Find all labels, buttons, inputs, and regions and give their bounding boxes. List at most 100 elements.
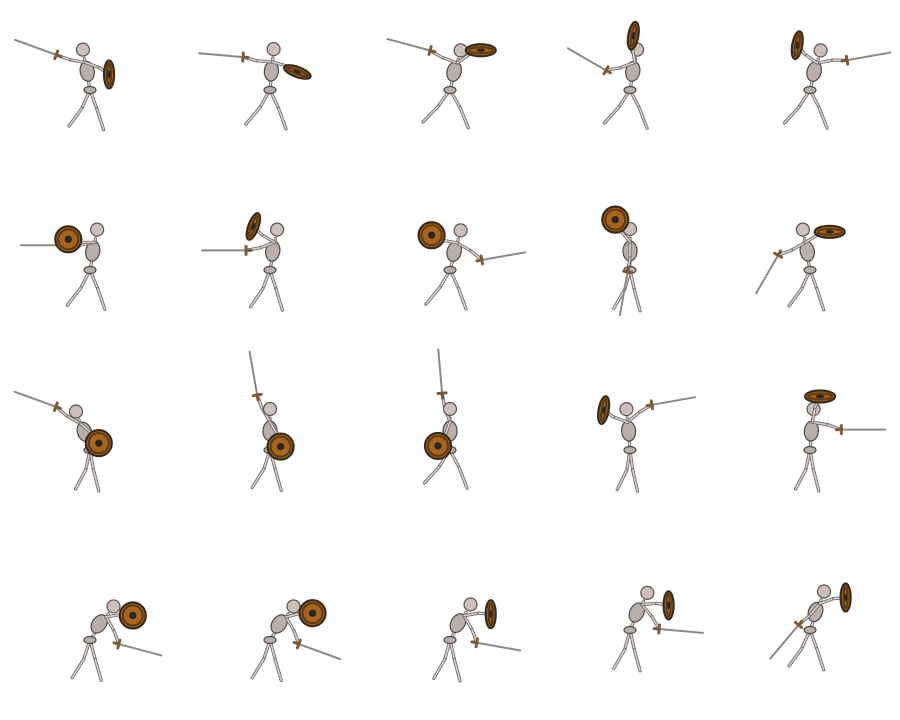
sword-grip	[54, 53, 63, 59]
sword-blade	[618, 270, 629, 317]
skeleton-figure	[201, 212, 285, 312]
shield-rim	[599, 398, 608, 422]
sword-blade	[198, 52, 244, 59]
shield-rim	[57, 228, 80, 251]
skeleton-figure	[13, 390, 113, 493]
sword-blade	[13, 390, 57, 408]
shield	[484, 599, 497, 630]
sword-grip	[470, 640, 479, 645]
sprite-frame-15	[720, 360, 900, 540]
skeleton-pose	[250, 599, 342, 683]
shield-boss	[602, 406, 606, 414]
shield	[626, 20, 640, 51]
pelvis	[803, 85, 817, 95]
sword-grip	[475, 258, 484, 263]
pelvis	[623, 445, 637, 455]
skeleton-figure	[198, 42, 312, 131]
skeleton-figure	[793, 389, 887, 493]
skeleton-figure	[20, 222, 107, 311]
shield-rim	[793, 33, 801, 57]
sword-blade	[297, 643, 342, 661]
sprite-frame-2	[180, 0, 360, 180]
shield	[118, 601, 147, 630]
skeleton-pose	[422, 348, 469, 490]
sprite-frame-12	[180, 350, 360, 540]
shield	[790, 30, 804, 61]
skeleton-figure	[612, 585, 704, 673]
ribcage	[90, 614, 108, 634]
sprite-frame-14	[540, 360, 720, 540]
sword-grip	[776, 249, 783, 257]
shield	[597, 395, 611, 426]
sword-grip	[626, 265, 630, 274]
skeleton-pose	[612, 585, 704, 673]
pelvis	[623, 85, 637, 95]
skeleton-figure	[386, 38, 497, 130]
sword-grip	[840, 58, 849, 63]
sprite-frame-13	[360, 348, 540, 540]
skeleton-pose	[769, 582, 852, 672]
sprite-frame-18	[360, 540, 540, 720]
shield-boss	[276, 442, 285, 451]
shield-rim	[121, 604, 144, 627]
shield-rim	[87, 432, 110, 455]
shield-boss	[95, 439, 103, 447]
shield	[54, 225, 83, 254]
sword-blade	[846, 51, 892, 62]
sword-blade	[248, 350, 259, 396]
shield-rim	[420, 224, 443, 247]
skeleton-pose	[566, 20, 649, 130]
sword-blade	[658, 628, 704, 634]
shield-rim	[487, 602, 494, 627]
pelvis	[83, 265, 97, 275]
skull	[266, 42, 281, 57]
skeleton-figure	[769, 582, 852, 672]
skeleton-pose	[597, 395, 697, 493]
shield	[601, 205, 630, 234]
skeleton-figure	[422, 348, 469, 490]
shield-boss	[825, 230, 834, 234]
skeleton-pose	[13, 390, 113, 493]
skeleton-pose	[70, 599, 163, 683]
sword-grip	[645, 403, 654, 408]
sword-blade	[117, 643, 163, 657]
shield-boss	[129, 611, 137, 620]
skull	[453, 223, 468, 238]
shield	[298, 599, 327, 628]
shield	[423, 431, 453, 461]
shield-boss	[64, 235, 72, 243]
skull	[262, 401, 278, 417]
sprite-frame-19	[540, 540, 720, 720]
sprite-frame-9	[540, 180, 720, 360]
shield	[245, 212, 262, 241]
shield	[839, 582, 852, 613]
shield	[417, 221, 446, 250]
shield-boss	[815, 394, 825, 399]
sword-grip	[112, 641, 121, 646]
sword-grip	[292, 640, 301, 646]
shield-rim	[816, 227, 843, 236]
skull	[75, 42, 90, 57]
skull	[90, 222, 105, 237]
shield-rim	[807, 392, 834, 401]
shield-rim	[426, 434, 449, 457]
shield	[102, 59, 116, 90]
skeleton-pose	[601, 205, 642, 317]
sprite-frame-1	[0, 0, 180, 180]
shield-rim	[629, 23, 638, 48]
shield-boss	[427, 231, 436, 239]
shield-rim	[248, 215, 259, 238]
skull	[619, 402, 634, 417]
shield	[84, 429, 113, 458]
pelvis	[83, 635, 97, 645]
sprite-frame-20	[720, 540, 900, 720]
shield-boss	[667, 601, 670, 610]
ribcage	[270, 614, 288, 634]
shield-boss	[434, 442, 442, 450]
sprite-frame-4	[540, 0, 720, 180]
skull	[816, 584, 832, 599]
skeleton-pose	[20, 222, 107, 311]
shield-boss	[107, 70, 111, 79]
sword-blade	[480, 251, 527, 261]
skull	[463, 597, 478, 612]
